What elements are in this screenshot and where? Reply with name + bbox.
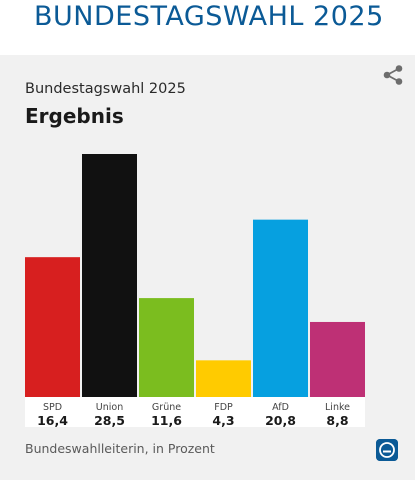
bar-linke (310, 321, 365, 397)
category-label: SPD (43, 402, 62, 413)
bar-afd (253, 219, 308, 397)
value-label: 20,8 (265, 413, 296, 428)
label-strip (25, 397, 365, 427)
value-label: 11,6 (151, 413, 182, 428)
bar-spd (25, 257, 80, 397)
ard-logo[interactable] (376, 439, 398, 461)
value-label: 28,5 (94, 413, 125, 428)
category-label: Linke (325, 402, 350, 413)
category-label: Union (96, 402, 123, 413)
category-label: FDP (214, 402, 233, 413)
page-headline: BUNDESTAGSWAHL 2025 (34, 1, 384, 32)
value-label: 4,3 (212, 413, 234, 428)
bar-grüne (139, 298, 194, 397)
value-label: 8,8 (326, 413, 348, 428)
share-icon[interactable] (382, 64, 404, 86)
chart-card: SPD 16,4 Union 28,5 Grüne 11,6 FDP 4,3 AfD 20,8 Li… (0, 55, 415, 480)
value-label: 16,4 (37, 413, 68, 428)
bar-fdp (196, 360, 251, 397)
category-label: Grüne (152, 402, 181, 413)
category-label: AfD (272, 402, 289, 413)
chart-subtitle: Bundestagswahl 2025 (25, 81, 186, 97)
bar-union (82, 154, 137, 397)
source-note: Bundeswahlleiterin, in Prozent (25, 441, 215, 456)
chart-title: Ergebnis (25, 104, 124, 128)
